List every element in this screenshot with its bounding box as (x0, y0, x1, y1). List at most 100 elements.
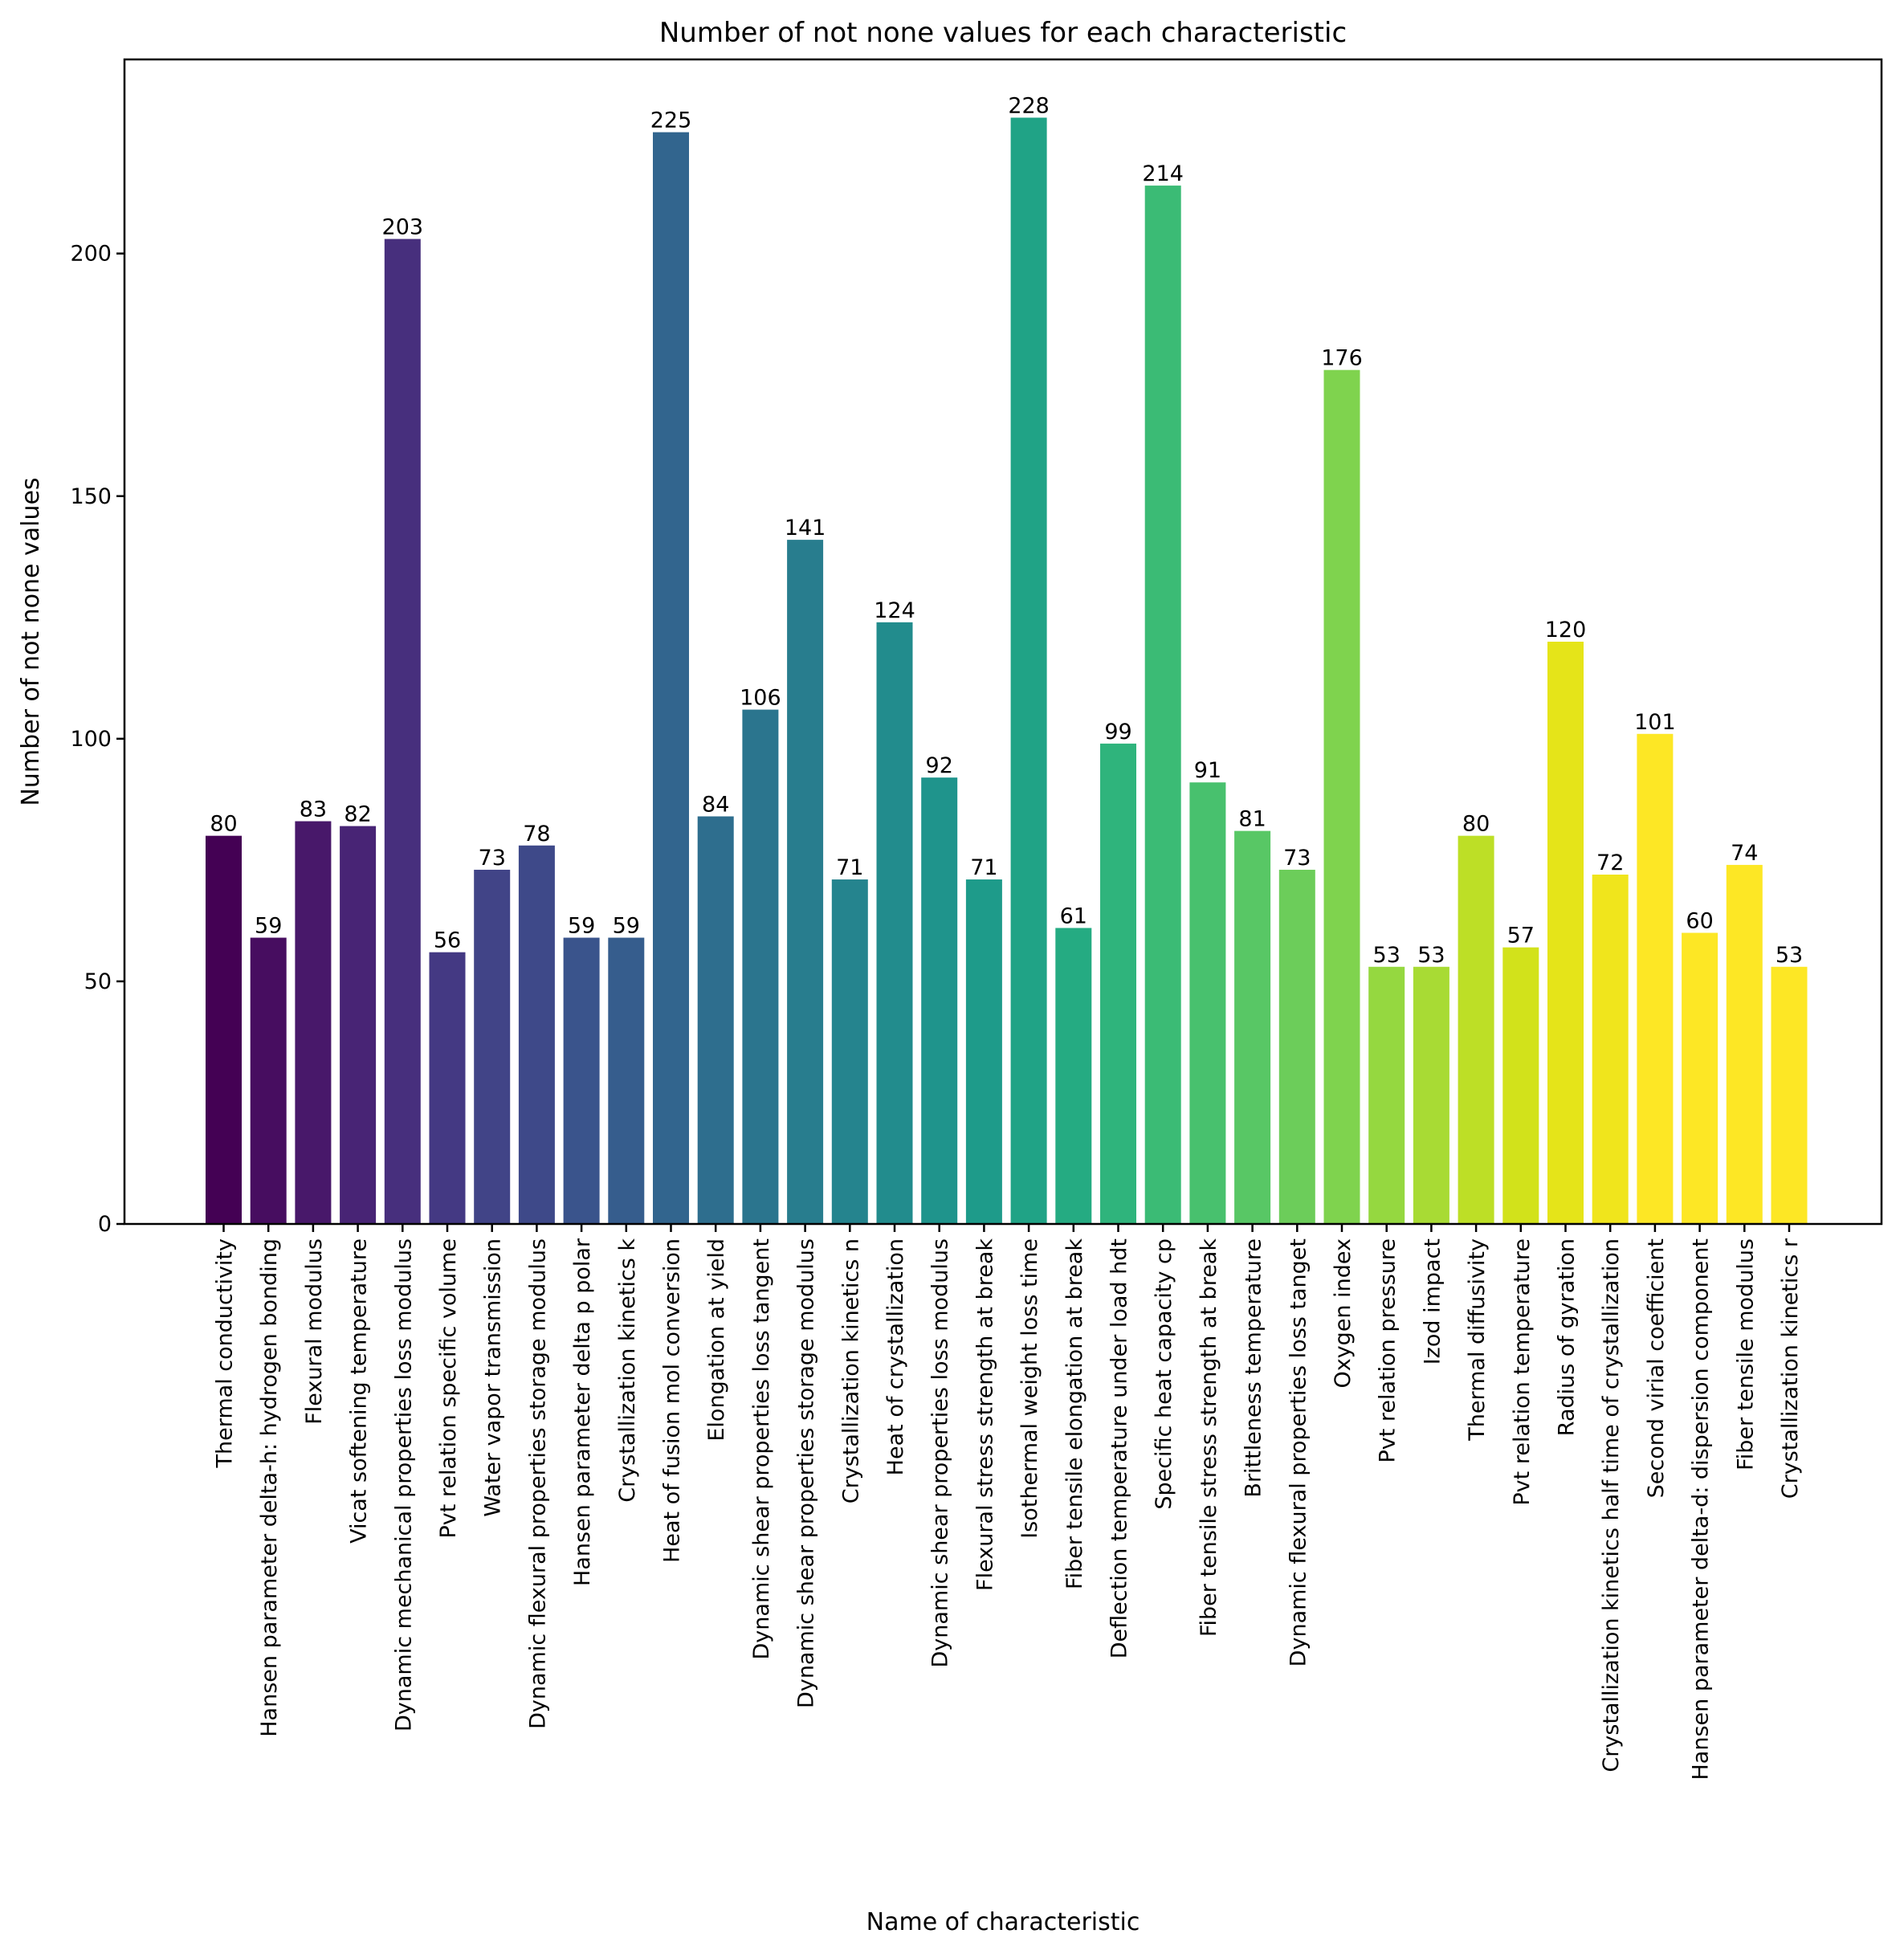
value-label: 59 (568, 914, 595, 939)
x-tick-label: Hansen parameter delta-d: dispersion com… (1689, 1238, 1714, 1781)
bar (697, 816, 734, 1224)
value-label: 80 (1462, 812, 1490, 837)
bar (876, 622, 913, 1224)
bar (831, 879, 868, 1224)
bar (1055, 928, 1092, 1224)
x-tick-label: Heat of crystallization (883, 1238, 908, 1475)
bar (965, 879, 1002, 1224)
x-tick-label: Crystallization kinetics half time of cr… (1599, 1238, 1624, 1772)
chart-title: Number of not none values for each chara… (659, 17, 1347, 49)
x-tick-label: Pvt relation pressure (1376, 1238, 1400, 1463)
x-tick-label: Pvt relation temperature (1510, 1238, 1535, 1506)
x-tick-label: Dynamic shear properties storage modulus (794, 1238, 819, 1708)
bar (340, 826, 377, 1224)
x-axis-ticks: Thermal conductivity Hansen parameter del… (213, 1224, 1803, 1781)
bar (384, 239, 421, 1225)
value-label: 74 (1731, 841, 1758, 866)
value-label: 228 (1008, 94, 1050, 119)
value-label: 120 (1545, 618, 1587, 642)
value-label: 60 (1686, 909, 1713, 934)
x-tick-label: Deflection temperature under load hdt (1107, 1238, 1132, 1658)
value-label: 80 (210, 812, 237, 837)
y-axis-ticks: 0 50 100 150 200 (70, 242, 124, 1237)
x-tick-label: Radius of gyration (1555, 1238, 1580, 1436)
value-label: 73 (1283, 846, 1311, 871)
value-label: 61 (1060, 904, 1087, 928)
value-label: 53 (1776, 943, 1803, 968)
x-tick-label: Fiber tensile elongation at break (1062, 1238, 1087, 1589)
bar (742, 709, 779, 1224)
bar (206, 835, 242, 1224)
x-tick-label: Fiber tensile modulus (1733, 1238, 1758, 1471)
bar (787, 540, 824, 1224)
bar (1682, 932, 1718, 1224)
value-label: 203 (382, 215, 424, 240)
value-label: 53 (1417, 943, 1445, 968)
value-label: 124 (874, 598, 915, 623)
bar (1010, 117, 1047, 1224)
plot-frame (123, 58, 1883, 1226)
bar (474, 869, 511, 1224)
y-tick-label: 200 (70, 242, 112, 267)
x-tick-label: Heat of fusion mol conversion (660, 1238, 685, 1563)
x-tick-label: Izod impact (1420, 1238, 1445, 1365)
bar (608, 937, 645, 1224)
bar (295, 821, 332, 1224)
bar (653, 132, 689, 1224)
value-label: 56 (434, 928, 461, 953)
value-label: 99 (1104, 720, 1131, 744)
value-label: 101 (1634, 710, 1676, 735)
x-tick-label: Crystallization kinetics r (1778, 1238, 1803, 1499)
x-tick-label: Isothermal weight loss time (1017, 1238, 1042, 1539)
bar (1547, 642, 1584, 1224)
x-tick-label: Vicat softening temperature (347, 1238, 372, 1544)
x-tick-label: Thermal conductivity (213, 1238, 238, 1468)
x-tick-label: Dynamic flexural properties loss tanget (1286, 1238, 1311, 1666)
bar (1502, 947, 1539, 1224)
value-label: 71 (970, 855, 997, 880)
x-tick-label: Hansen parameter delta p polar (570, 1238, 595, 1586)
value-label: 83 (300, 798, 327, 822)
x-tick-label: Dynamic flexural properties storage modu… (525, 1238, 550, 1729)
bar (250, 937, 287, 1224)
value-label: 106 (740, 686, 781, 711)
bar (1771, 966, 1808, 1224)
value-label: 214 (1142, 161, 1184, 186)
x-tick-label: Flexural stress strength at break (972, 1238, 997, 1591)
x-tick-label: Fiber tensile stress strength at break (1197, 1238, 1221, 1637)
y-tick-label: 50 (84, 969, 112, 994)
bar (1100, 743, 1136, 1224)
value-label: 53 (1373, 943, 1400, 968)
x-tick-label: Hansen parameter delta-h: hydrogen bondi… (257, 1238, 282, 1737)
x-tick-label: Brittleness temperature (1241, 1238, 1266, 1498)
value-label: 82 (344, 802, 371, 827)
x-tick-label: Crystallization kinetics n (838, 1238, 863, 1503)
bar (1189, 782, 1226, 1224)
bar (1278, 869, 1315, 1224)
bar (1323, 369, 1360, 1225)
x-tick-label: Second virial coefficient (1644, 1238, 1669, 1498)
x-tick-label: Crystallization kinetics k (615, 1238, 640, 1503)
y-tick-label: 150 (70, 484, 112, 509)
bar (1368, 966, 1405, 1224)
value-label: 81 (1238, 807, 1266, 832)
value-label: 176 (1321, 346, 1363, 371)
y-tick-label: 100 (70, 727, 112, 752)
x-axis-label: Name of characteristic (866, 1908, 1140, 1936)
value-label: 92 (926, 753, 953, 778)
x-tick-label: Dynamic shear properties loss tangent (749, 1238, 774, 1659)
x-tick-label: Water vapor transmission (481, 1238, 506, 1517)
value-label: 59 (613, 914, 640, 939)
bar (1144, 186, 1181, 1224)
value-label: 72 (1596, 851, 1624, 875)
x-tick-label: Oxygen index (1331, 1238, 1356, 1389)
bar (1637, 733, 1674, 1224)
bar (1726, 864, 1763, 1224)
bar (563, 937, 600, 1224)
value-label: 91 (1194, 758, 1221, 783)
value-label: 78 (523, 822, 550, 846)
bar (429, 952, 466, 1224)
x-tick-label: Flexural modulus (302, 1238, 327, 1425)
bar (1234, 830, 1271, 1224)
value-label: 225 (650, 108, 692, 133)
